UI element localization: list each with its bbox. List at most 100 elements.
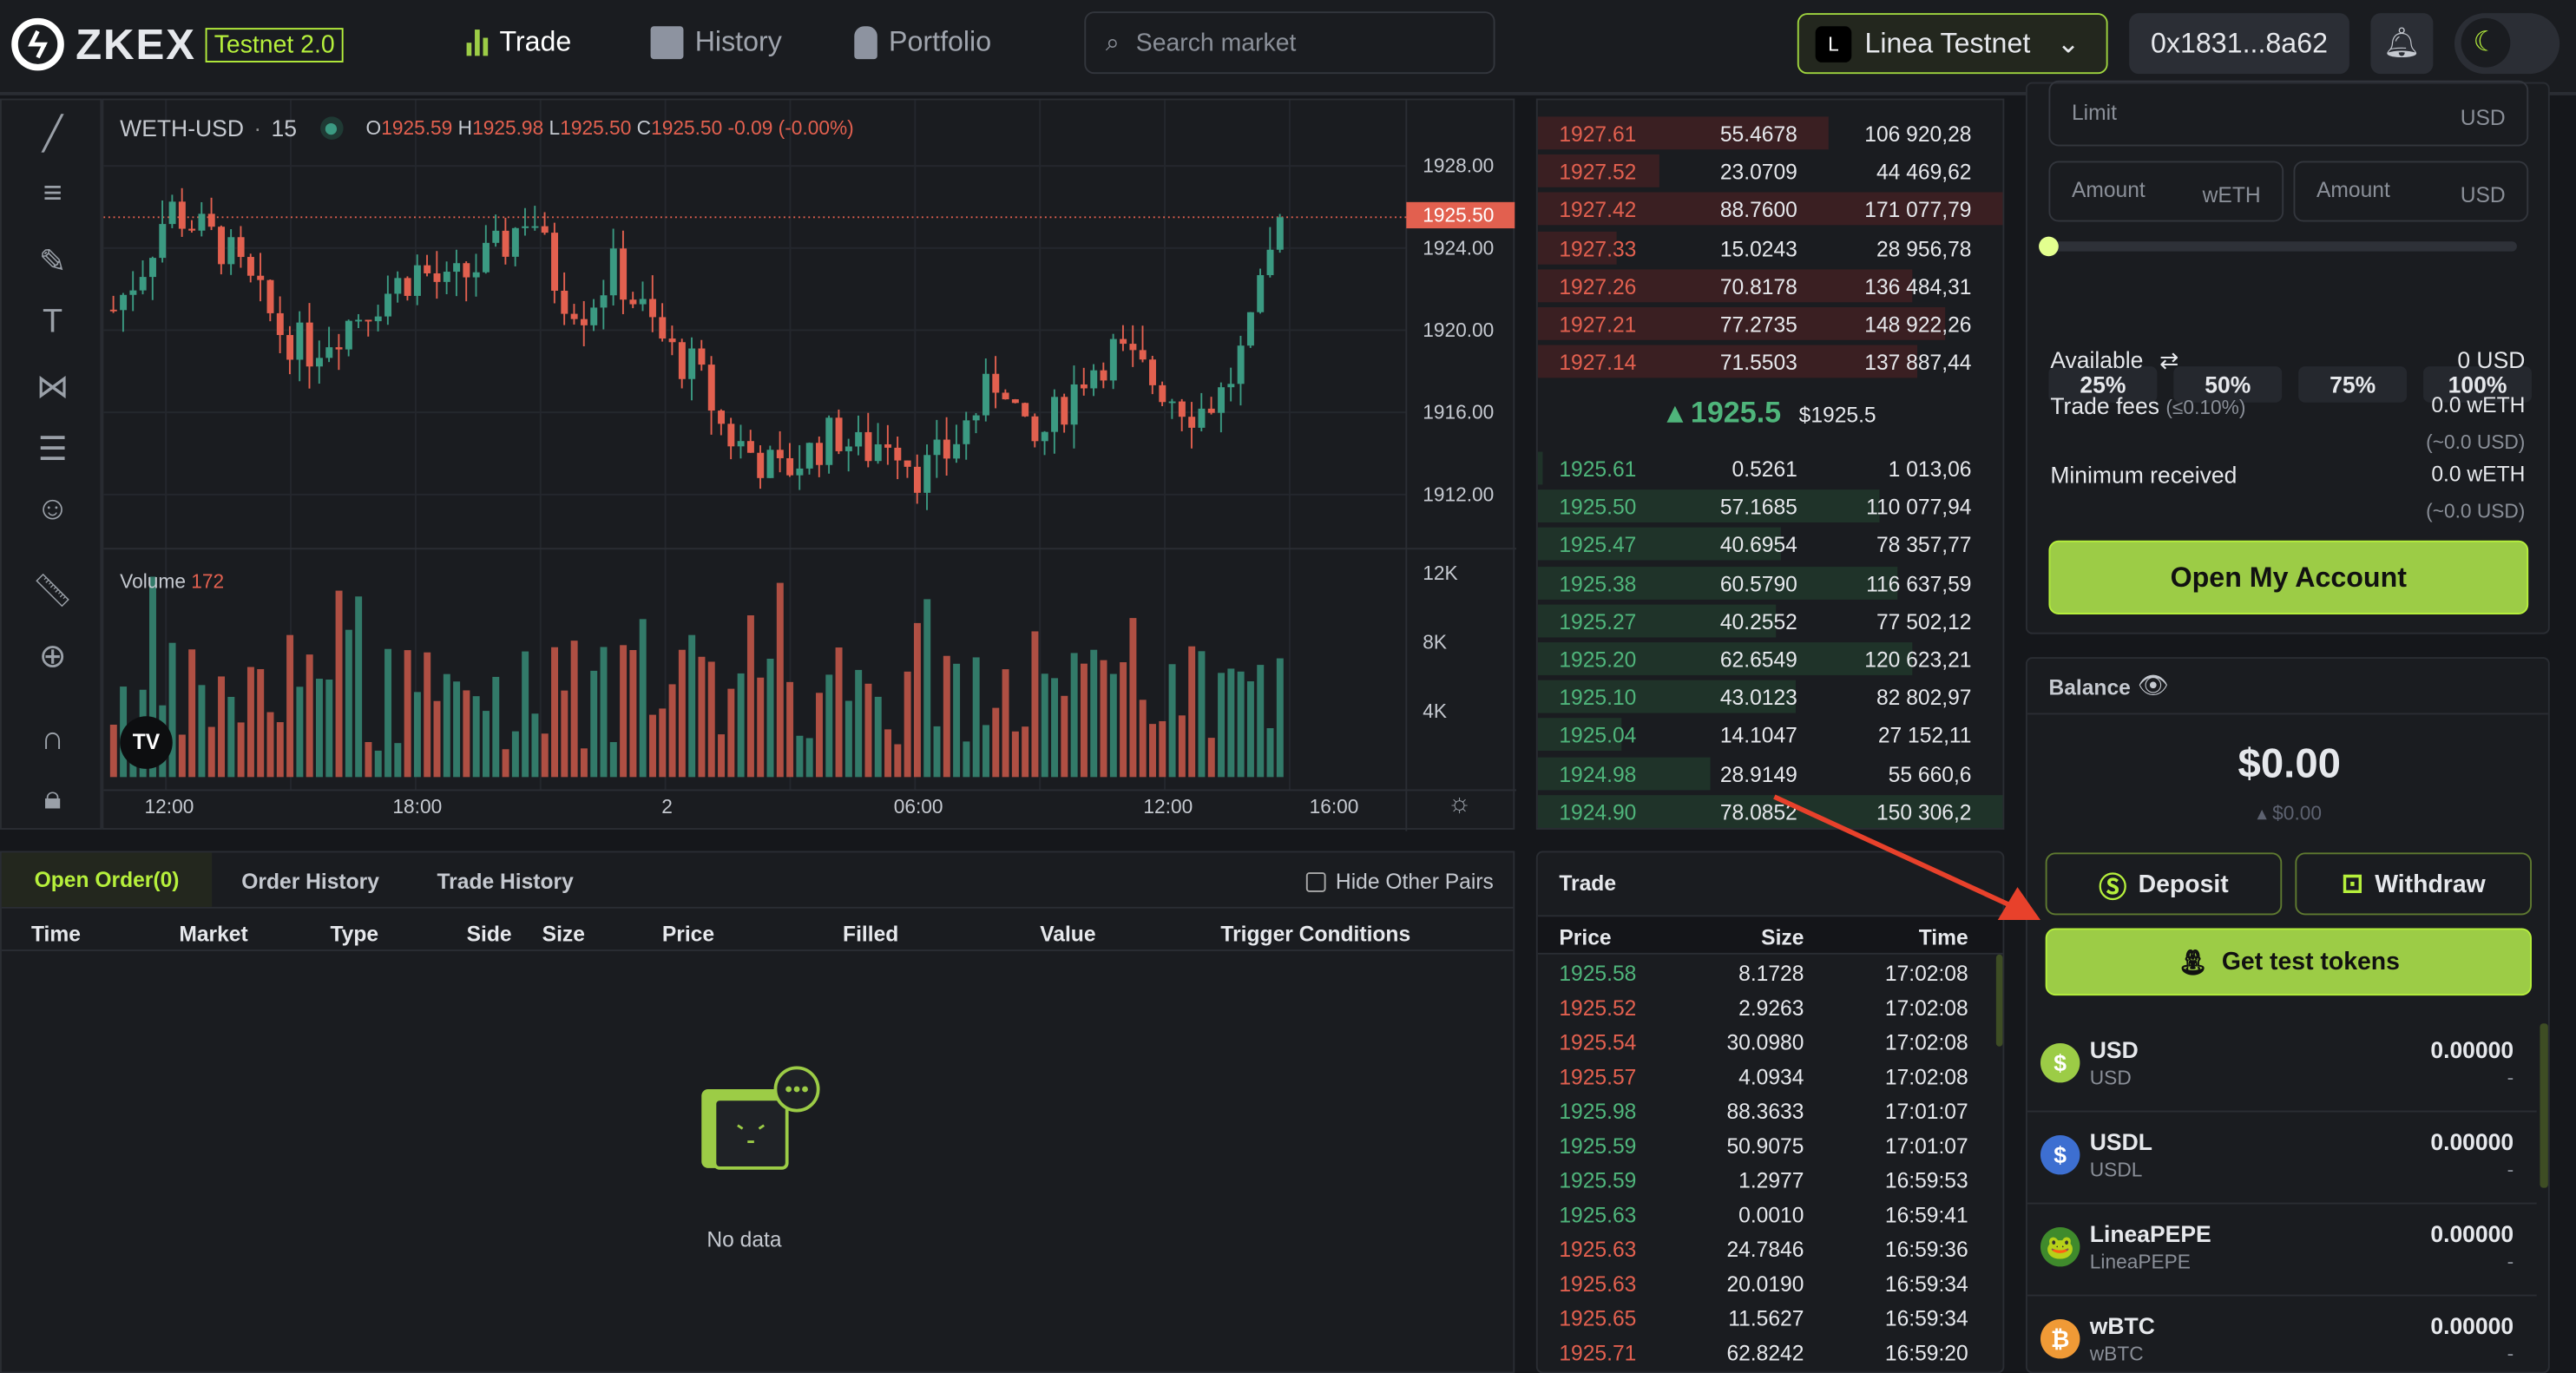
volume-bar xyxy=(188,649,196,778)
ask-row[interactable]: 1927.61 55.4678 106 920,28 xyxy=(1537,115,2003,152)
hide-other-pairs-checkbox[interactable]: Hide Other Pairs xyxy=(1305,869,1494,894)
pattern-tool-icon[interactable]: ⋈ xyxy=(36,369,69,406)
theme-toggle[interactable]: ☾ xyxy=(2454,13,2560,75)
volume-tick-label: 4K xyxy=(1423,700,1447,722)
tab-order-history[interactable]: Order History xyxy=(241,869,379,894)
limit-price-input[interactable]: Limit USD xyxy=(2048,80,2529,147)
candle-body xyxy=(639,299,647,305)
search-input[interactable]: ⌕ Search market xyxy=(1084,11,1495,75)
scrollbar[interactable] xyxy=(2540,1023,2548,1188)
candle-body xyxy=(963,420,970,444)
bid-row[interactable]: 1925.10 43.0123 82 802,97 xyxy=(1537,679,2003,715)
fees-label: Trade fees xyxy=(2050,392,2160,419)
bid-row[interactable]: 1925.61 0.5261 1 013,06 xyxy=(1537,450,2003,487)
depth-bar xyxy=(1537,116,1829,150)
zoom-in-tool-icon[interactable]: ⊕ xyxy=(38,639,67,675)
lock-tool-icon[interactable]: 🔒︎ xyxy=(43,780,62,817)
ask-row[interactable]: 1927.14 71.5503 137 887,44 xyxy=(1537,344,2003,380)
slider-thumb[interactable] xyxy=(2039,236,2059,257)
asset-row[interactable]: $ USDL USDL 0.00000 - xyxy=(2027,1112,2537,1205)
tab-open-order[interactable]: Open Order(0) xyxy=(1,852,213,907)
volume-bar xyxy=(766,659,774,778)
price-chart[interactable]: 1928.00 1924.00 1920.00 1916.00 1912.00 12K 8K… xyxy=(102,98,1517,831)
bid-row[interactable]: 1924.98 28.9149 55 660,6 xyxy=(1537,755,2003,792)
emoji-tool-icon[interactable]: ☺ xyxy=(36,490,69,528)
bid-row[interactable]: 1925.47 40.6954 78 357,77 xyxy=(1537,526,2003,562)
eye-icon[interactable]: 👁︎ xyxy=(2137,672,2169,700)
candle-body xyxy=(257,275,265,280)
asset-row[interactable]: ₿ wBTC wBTC 0.00000 - xyxy=(2027,1296,2537,1371)
volume-bar xyxy=(737,673,745,778)
balance-panel: Balance 👁︎ $0.00 ▴ $0.00 Ⓢ Deposit ⊡ Withdr… xyxy=(2025,657,2550,1373)
size: 15.0243 xyxy=(1719,235,1797,261)
text-tool-icon[interactable]: T xyxy=(43,304,63,340)
bid-row[interactable]: 1925.04 14.1047 27 152,11 xyxy=(1537,717,2003,753)
trade-size: 4.0934 xyxy=(1738,1064,1804,1089)
ask-row[interactable]: 1927.42 88.7600 171 077,79 xyxy=(1537,191,2003,227)
asset-row[interactable]: $ USD USD 0.00000 - xyxy=(2027,1020,2537,1113)
volume-bar xyxy=(286,634,294,778)
nav-history[interactable]: History xyxy=(650,26,782,60)
volume-tick-label: 12K xyxy=(1423,562,1457,584)
wallet-address-button[interactable]: 0x1831...8a62 xyxy=(2129,13,2349,75)
amount-slider[interactable] xyxy=(2039,236,2517,257)
high-label: H xyxy=(457,116,473,140)
candle-body xyxy=(1149,359,1156,385)
amount-quote-input[interactable]: Amount USD xyxy=(2293,161,2529,222)
candle-body xyxy=(1070,384,1078,425)
network-name: Linea Testnet xyxy=(1864,27,2031,59)
scrollbar[interactable] xyxy=(1995,954,2003,1047)
asset-usd: - xyxy=(2507,1066,2514,1089)
swap-icon[interactable]: ⇄ xyxy=(2159,346,2179,373)
available-value: 0 USD xyxy=(2457,346,2526,373)
zkex-logo-icon xyxy=(11,17,64,71)
percent-25-button[interactable]: 25% xyxy=(2048,366,2158,403)
trade-price: 1925.71 xyxy=(1559,1340,1637,1365)
nav-trade[interactable]: Trade xyxy=(466,26,571,59)
candlestick-chart[interactable]: 1928.00 1924.00 1920.00 1916.00 1912.00 12K 8K… xyxy=(103,100,1517,831)
deposit-button[interactable]: Ⓢ Deposit xyxy=(2045,852,2283,916)
candle-body xyxy=(404,278,411,296)
brush-tool-icon[interactable]: ✎ xyxy=(38,245,67,281)
ask-row[interactable]: 1927.33 15.0243 28 956,78 xyxy=(1537,229,2003,266)
volume-bar xyxy=(1257,665,1265,778)
trendline-tool-icon[interactable]: ╱ xyxy=(43,116,62,154)
nav-portfolio[interactable]: Portfolio xyxy=(854,26,991,60)
bid-row[interactable]: 1924.90 78.0852 150 306,2 xyxy=(1537,793,2003,828)
open-account-button[interactable]: Open My Account xyxy=(2048,540,2529,614)
ask-row[interactable]: 1927.52 23.0709 44 469,62 xyxy=(1537,153,2003,189)
bid-row[interactable]: 1925.38 60.5790 116 637,59 xyxy=(1537,564,2003,601)
column-header: Side xyxy=(466,921,512,947)
bid-row[interactable]: 1925.50 57.1685 110 077,94 xyxy=(1537,489,2003,525)
total: 78 357,77 xyxy=(1876,533,1972,558)
percent-100-button[interactable]: 100% xyxy=(2423,366,2532,403)
candle-body xyxy=(835,417,843,451)
chart-settings-icon[interactable]: ☼ xyxy=(1447,790,1472,818)
network-selector[interactable]: L Linea Testnet ⌄ xyxy=(1797,13,2108,75)
amount-base-input[interactable]: Amount wETH xyxy=(2048,161,2284,222)
depth-bar xyxy=(1537,756,1712,790)
withdraw-button[interactable]: ⊡ Withdraw xyxy=(2295,852,2532,916)
volume-bar xyxy=(1080,663,1088,778)
ruler-tool-icon[interactable]: 📏︎ xyxy=(31,573,74,610)
price: 1927.21 xyxy=(1559,312,1637,338)
candle-body xyxy=(541,226,549,233)
bid-row[interactable]: 1925.27 40.2552 77 502,12 xyxy=(1537,602,2003,639)
magnet-tool-icon[interactable]: ∩ xyxy=(40,720,65,758)
bid-row[interactable]: 1925.20 62.6549 120 623,21 xyxy=(1537,641,2003,677)
logo[interactable]: ZKEX Testnet 2.0 xyxy=(10,16,344,72)
get-test-tokens-button[interactable]: ⛲︎ Get test tokens xyxy=(2045,928,2532,996)
notifications-button[interactable]: 🔔︎ xyxy=(2370,13,2434,75)
fib-tool-icon[interactable]: ☰ xyxy=(37,431,68,469)
ask-row[interactable]: 1927.26 70.8178 136 484,31 xyxy=(1537,267,2003,304)
tradingview-logo-icon[interactable]: TV xyxy=(120,716,173,769)
order-form: Limit USD Amount wETH Amount USD 25% 50% 75… xyxy=(2025,80,2550,634)
ask-row[interactable]: 1927.21 77.2735 148 922,26 xyxy=(1537,305,2003,342)
candle-body xyxy=(443,272,450,282)
asset-row[interactable]: 🐸 LineaPEPE LineaPEPE 0.00000 - xyxy=(2027,1204,2537,1297)
percent-50-button[interactable]: 50% xyxy=(2173,366,2283,403)
horizontal-lines-tool-icon[interactable]: ≡ xyxy=(43,175,62,213)
asset-name: USDL xyxy=(2089,1128,2152,1155)
percent-75-button[interactable]: 75% xyxy=(2298,366,2408,403)
tab-trade-history[interactable]: Trade History xyxy=(437,869,574,894)
